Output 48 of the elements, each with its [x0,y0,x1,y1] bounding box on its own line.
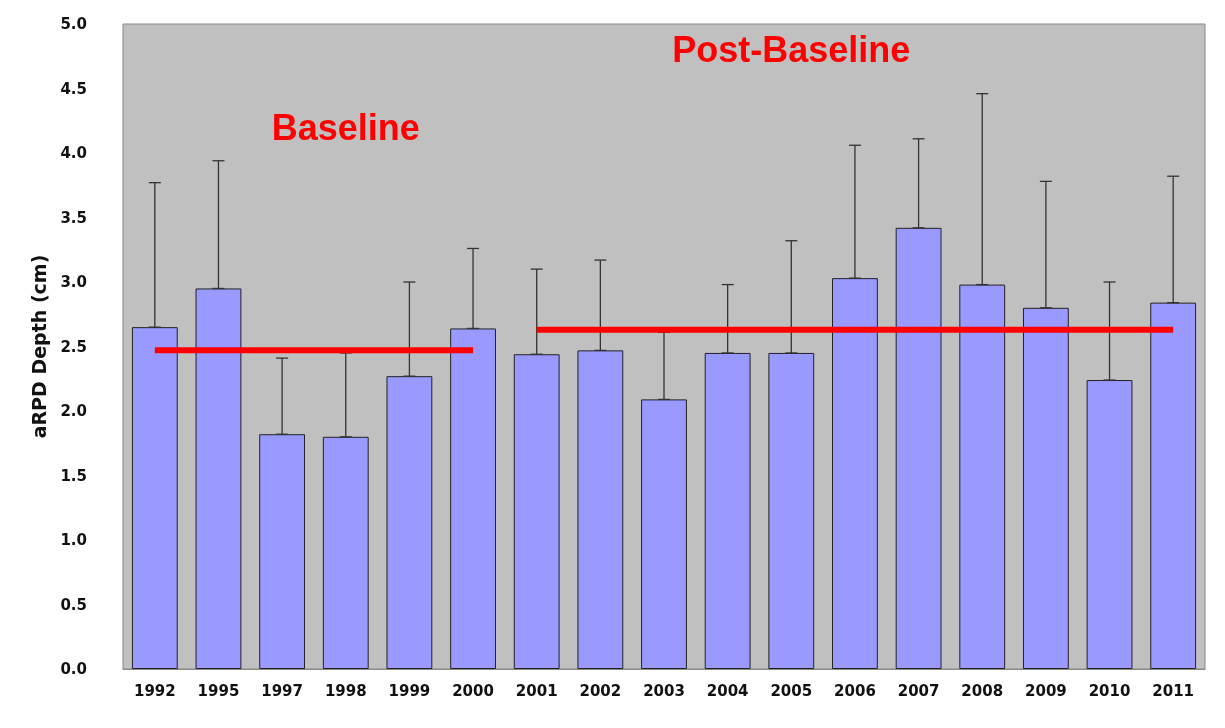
bar [895,227,942,669]
x-tick-label: 1999 [388,681,431,700]
y-tick-label: 1.5 [60,466,87,485]
y-tick-label: 0.0 [60,660,87,678]
x-tick-label: 2006 [834,681,876,700]
bar [1150,302,1197,669]
bar [513,354,560,669]
bar [768,352,815,669]
bar [832,278,878,669]
y-tick-label: 3.5 [60,208,87,227]
x-tick-label: 2008 [961,681,1004,700]
y-tick-label: 0.5 [60,595,87,614]
x-tick-label: 2011 [1152,681,1195,700]
y-tick-label: 3.0 [60,273,87,291]
x-tick-label: 2010 [1088,681,1131,700]
y-axis-title: aRPD Depth (cm) [27,254,50,439]
x-tick-label: 2005 [770,681,813,700]
bar [131,327,178,669]
bar [1086,380,1133,669]
annotation: Baseline [271,106,420,148]
bar [450,328,496,669]
x-tick-label: 2004 [706,681,749,700]
bar [259,434,306,669]
x-tick-label: 2001 [515,681,558,700]
bar [641,399,687,669]
x-tick-label: 2002 [579,681,622,700]
x-tick-label: 2003 [643,681,685,700]
bar [577,350,624,669]
x-tick-label: 2007 [897,681,940,700]
bar [1022,307,1069,669]
bar [704,352,751,669]
bar [386,376,433,669]
annotation: Post-Baseline [672,29,911,71]
x-tick-label: 1992 [133,681,176,700]
x-tick-label: 2009 [1025,681,1067,700]
y-tick-label: 1.0 [60,531,87,549]
y-tick-label: 4.5 [60,79,87,98]
x-tick-label: 2000 [452,681,494,700]
bar [195,288,242,669]
y-tick-label: 4.0 [60,144,87,162]
x-tick-label: 1995 [197,681,240,700]
y-tick-label: 2.5 [60,337,87,356]
x-tick-label: 1998 [324,681,367,700]
bar [959,284,1006,669]
y-tick-label: 5.0 [60,15,87,33]
y-tick-label: 2.0 [60,402,87,420]
bar [322,436,369,669]
x-tick-label: 1997 [261,681,303,700]
